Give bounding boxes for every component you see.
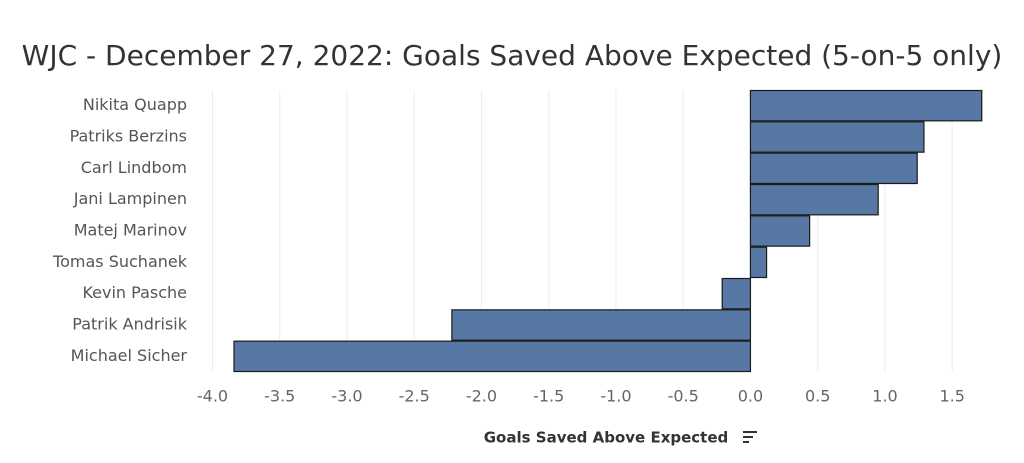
x-tick-label: 1.5 [939, 387, 964, 406]
bar [749, 121, 925, 153]
x-tick-label: -3.0 [331, 387, 362, 406]
x-tick-label: -2.0 [466, 387, 497, 406]
x-tick-label: 0.0 [738, 387, 763, 406]
x-tick-label: 1.0 [872, 387, 897, 406]
bar [451, 309, 752, 341]
x-tick-label: -2.5 [399, 387, 430, 406]
bar [749, 152, 918, 185]
x-tick-label: -1.5 [533, 387, 564, 406]
y-tick-label: Tomas Suchanek [52, 252, 188, 271]
y-tick-label: Jani Lampinen [73, 189, 187, 208]
y-tick-label: Michael Sicher [71, 346, 188, 365]
y-tick-label: Nikita Quapp [83, 95, 187, 114]
y-tick-label: Kevin Pasche [82, 283, 187, 302]
x-tick-label: -3.5 [264, 387, 295, 406]
x-axis-title: Goals Saved Above Expected [484, 429, 729, 447]
y-tick-label: Patriks Berzins [70, 127, 187, 146]
bar [749, 89, 983, 122]
y-tick-label: Matej Marinov [74, 221, 187, 240]
bar [749, 183, 879, 216]
x-tick-label: -0.5 [668, 387, 699, 406]
y-tick-label: Carl Lindbom [81, 158, 187, 177]
sort-icon[interactable] [743, 431, 757, 443]
y-tick-label: Patrik Andrisik [72, 315, 187, 334]
bar [721, 277, 752, 310]
x-tick-label: -4.0 [197, 387, 228, 406]
bar [749, 215, 811, 247]
x-tick-label: 0.5 [805, 387, 830, 406]
bar [749, 246, 768, 279]
bar [233, 340, 752, 373]
chart-title: WJC - December 27, 2022: Goals Saved Abo… [22, 39, 1003, 72]
x-tick-label: -1.0 [600, 387, 631, 406]
